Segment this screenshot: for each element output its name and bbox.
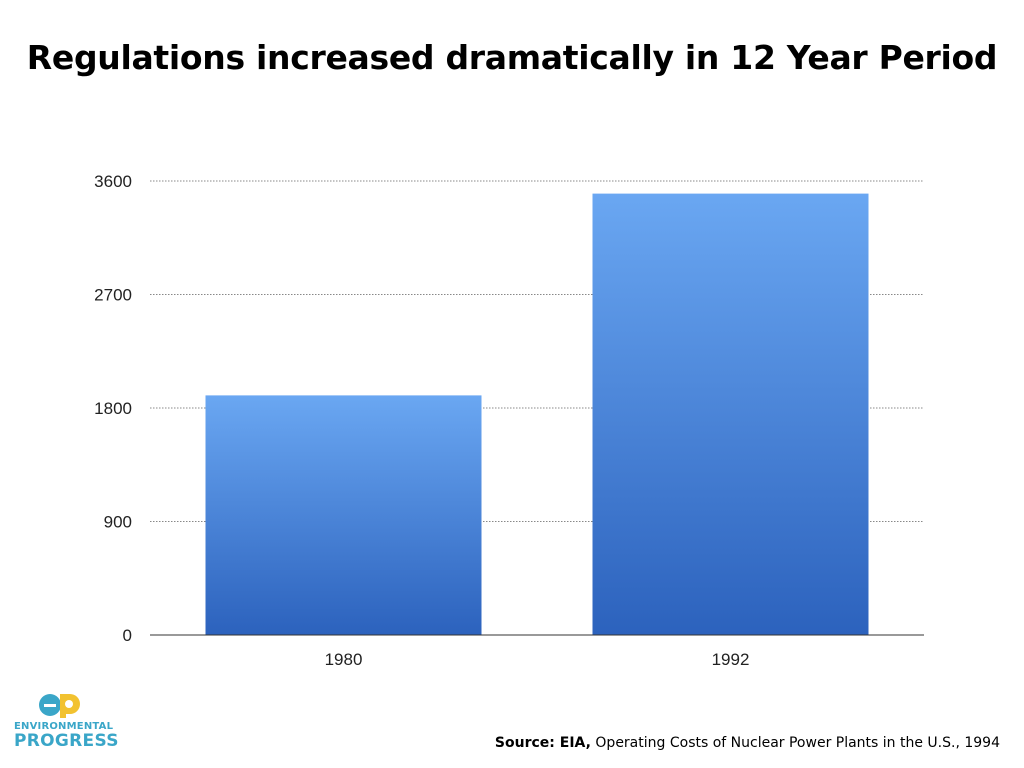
- y-tick-label: 0: [123, 626, 132, 645]
- logo-text-environmental: ENVIRONMENTAL: [14, 721, 114, 732]
- bar-chart: 0 900 1800 2700 3600 1980 1992: [94, 172, 924, 669]
- source-text: Operating Costs of Nuclear Power Plants …: [595, 735, 1000, 751]
- chart-title: Regulations increased dramatically in 12…: [26, 38, 998, 77]
- bar: [205, 395, 482, 635]
- logo-text-progress: PROGRESS: [14, 731, 119, 751]
- y-tick-label: 2700: [94, 286, 132, 305]
- environmental-progress-logo: ENVIRONMENTAL PROGRESS: [14, 690, 119, 754]
- y-tick-label: 900: [104, 513, 132, 532]
- x-tick-label: 1992: [712, 650, 750, 669]
- bar: [592, 193, 869, 635]
- y-tick-label: 1800: [94, 399, 132, 418]
- source-citation: Source: EIA, Operating Costs of Nuclear …: [495, 735, 1000, 751]
- ep-logo-icon: [39, 694, 80, 718]
- y-tick-label: 3600: [94, 172, 132, 191]
- x-tick-label: 1980: [325, 650, 363, 669]
- source-label: Source: EIA,: [494, 735, 591, 751]
